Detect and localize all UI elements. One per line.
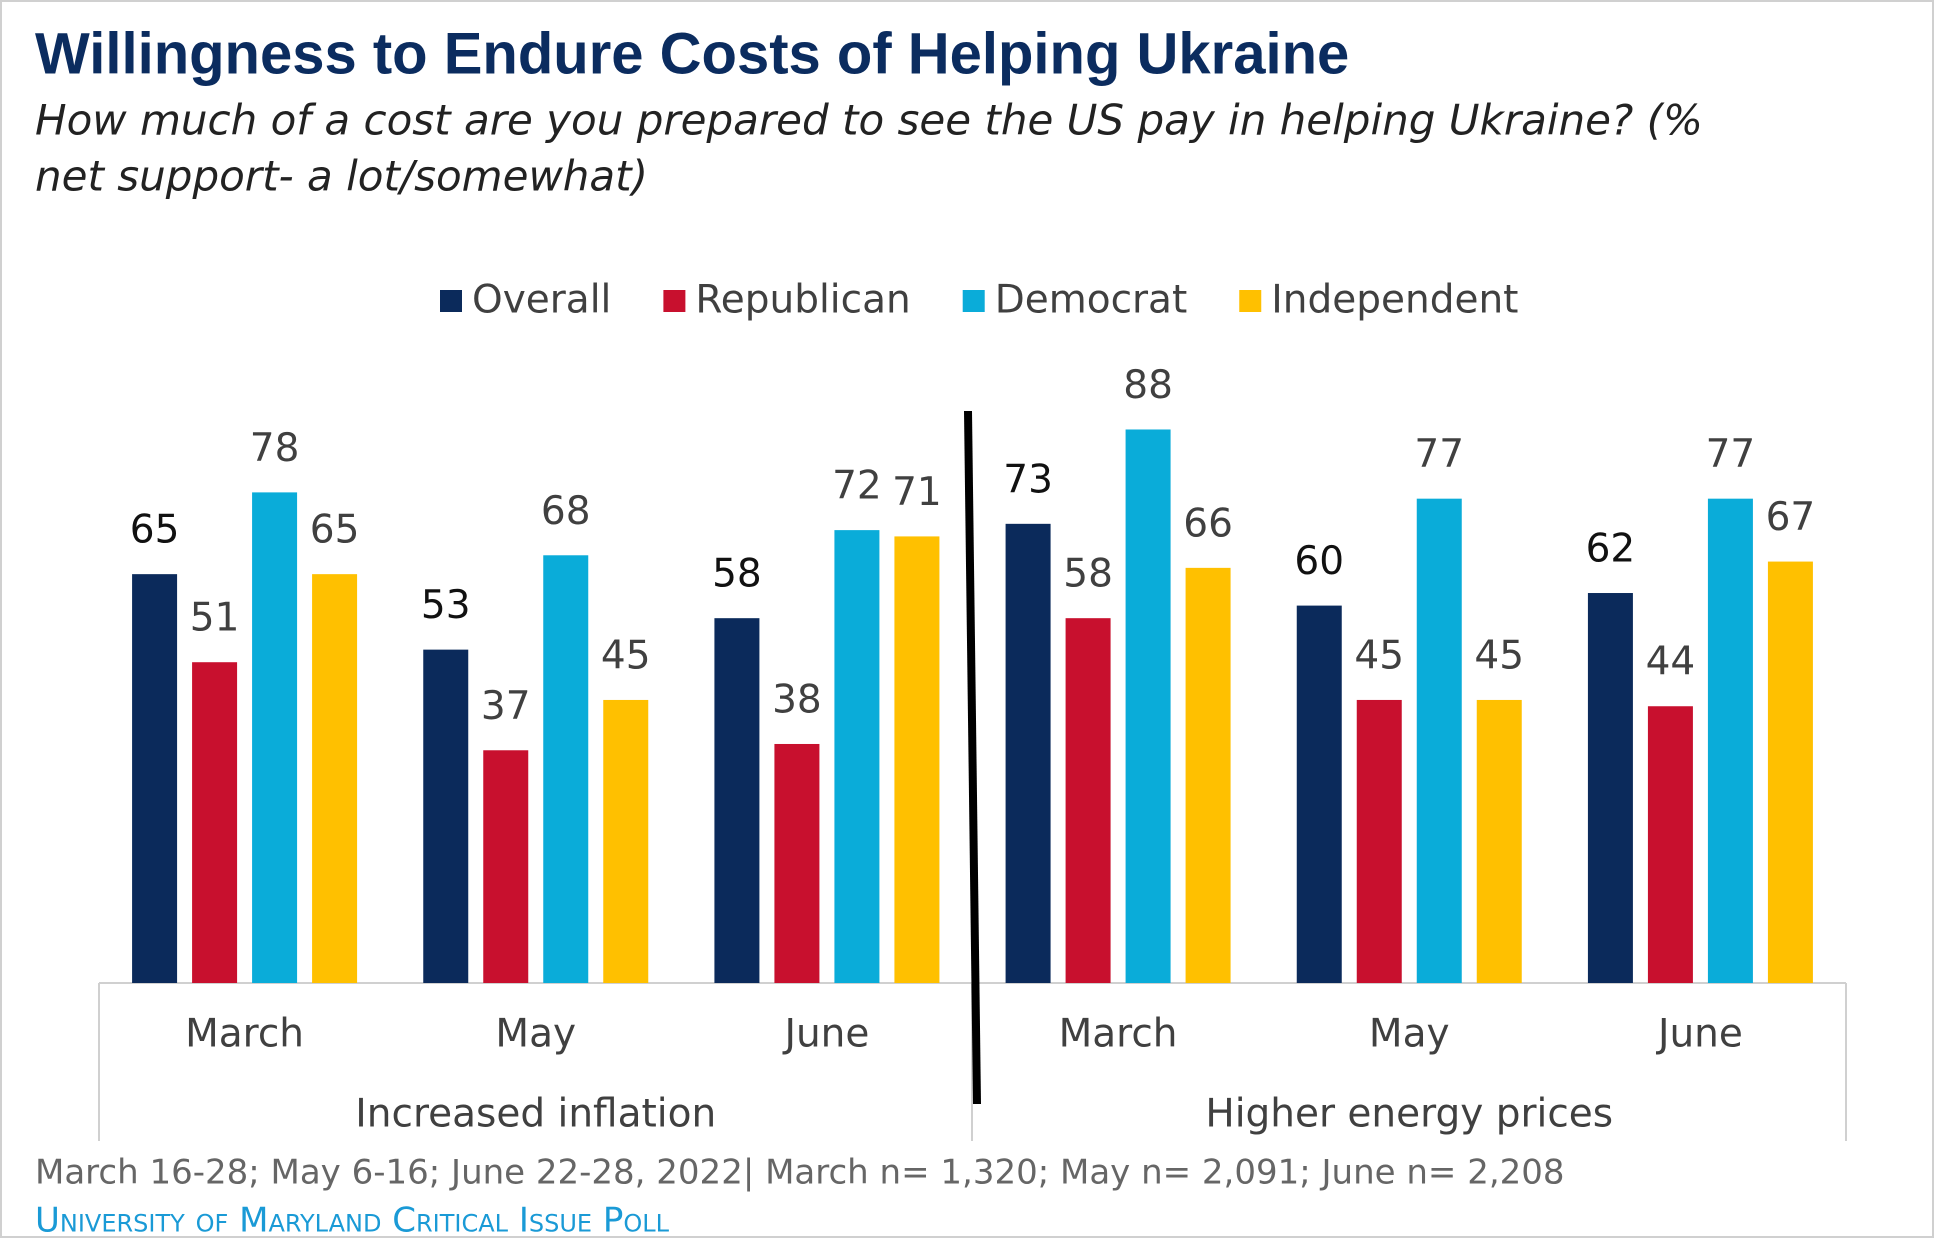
value-label: 73: [1003, 457, 1053, 502]
group-label: Higher energy prices: [1205, 1092, 1613, 1137]
value-label: 71: [892, 470, 942, 515]
bar: [714, 618, 760, 983]
value-label: 88: [1123, 363, 1173, 408]
bar: [1356, 699, 1402, 983]
value-label: 45: [601, 633, 651, 678]
x-tick-label: March: [1059, 1012, 1178, 1057]
legend-label: Democrat: [995, 278, 1188, 323]
value-label: 65: [310, 508, 360, 553]
legend-swatch: [663, 290, 686, 312]
value-label: 62: [1586, 527, 1636, 572]
bar: [1125, 429, 1171, 984]
value-label: 38: [772, 677, 822, 722]
bar: [483, 750, 529, 983]
bar: [774, 743, 820, 983]
value-label: 51: [190, 596, 240, 641]
bar: [834, 530, 880, 983]
footnote: March 16-28; May 6-16; June 22-28, 2022|…: [35, 1153, 1565, 1193]
bar: [1065, 618, 1111, 983]
value-label: 68: [541, 489, 591, 534]
value-label: 67: [1766, 495, 1816, 540]
bar: [1185, 567, 1231, 983]
legend-label: Republican: [695, 278, 910, 323]
subtitle: How much of a cost are you prepared to s…: [35, 96, 1703, 145]
value-label: 78: [250, 426, 300, 471]
bar: [423, 649, 469, 983]
divider: [964, 410, 981, 1105]
value-label: 58: [712, 552, 762, 597]
legend-swatch: [1239, 290, 1262, 312]
x-tick-label: May: [495, 1012, 576, 1057]
value-label: 53: [421, 583, 471, 628]
bar: [132, 574, 178, 983]
value-label: 45: [1354, 633, 1404, 678]
value-label: 44: [1646, 640, 1696, 685]
source: University of Maryland Critical Issue Po…: [35, 1201, 670, 1238]
bar: [1587, 593, 1633, 983]
legend-label: Overall: [472, 278, 611, 323]
chart-title: Willingness to Endure Costs of Helping U…: [35, 21, 1349, 86]
legend-swatch: [962, 290, 985, 312]
x-tick-label: March: [185, 1012, 304, 1057]
bar: [894, 536, 940, 983]
x-tick-label: May: [1369, 1012, 1450, 1057]
x-tick-label: June: [1655, 1012, 1743, 1057]
group-label: Increased inflation: [355, 1092, 716, 1137]
value-label: 45: [1474, 633, 1524, 678]
bar: [1416, 498, 1462, 983]
bar: [192, 662, 238, 983]
legend-label: Independent: [1271, 278, 1518, 323]
bar: [252, 492, 298, 983]
bar: [312, 574, 358, 983]
bar: [603, 699, 649, 983]
value-label: 72: [832, 464, 882, 509]
value-label: 37: [481, 684, 531, 729]
legend-swatch: [440, 290, 462, 312]
value-label: 77: [1706, 432, 1756, 477]
bar: [1296, 605, 1342, 983]
subtitle: net support- a lot/somewhat): [35, 152, 648, 201]
x-tick-label: June: [781, 1012, 869, 1057]
bar: [1767, 561, 1813, 983]
value-label: 58: [1063, 552, 1113, 597]
bar: [1707, 498, 1753, 983]
bar: [1476, 699, 1522, 983]
value-label: 77: [1414, 432, 1464, 477]
value-label: 65: [130, 508, 180, 553]
value-label: 60: [1294, 539, 1344, 584]
bar: [1647, 706, 1693, 983]
bar: [543, 555, 589, 983]
bar: [1005, 523, 1051, 983]
value-label: 66: [1183, 501, 1233, 546]
